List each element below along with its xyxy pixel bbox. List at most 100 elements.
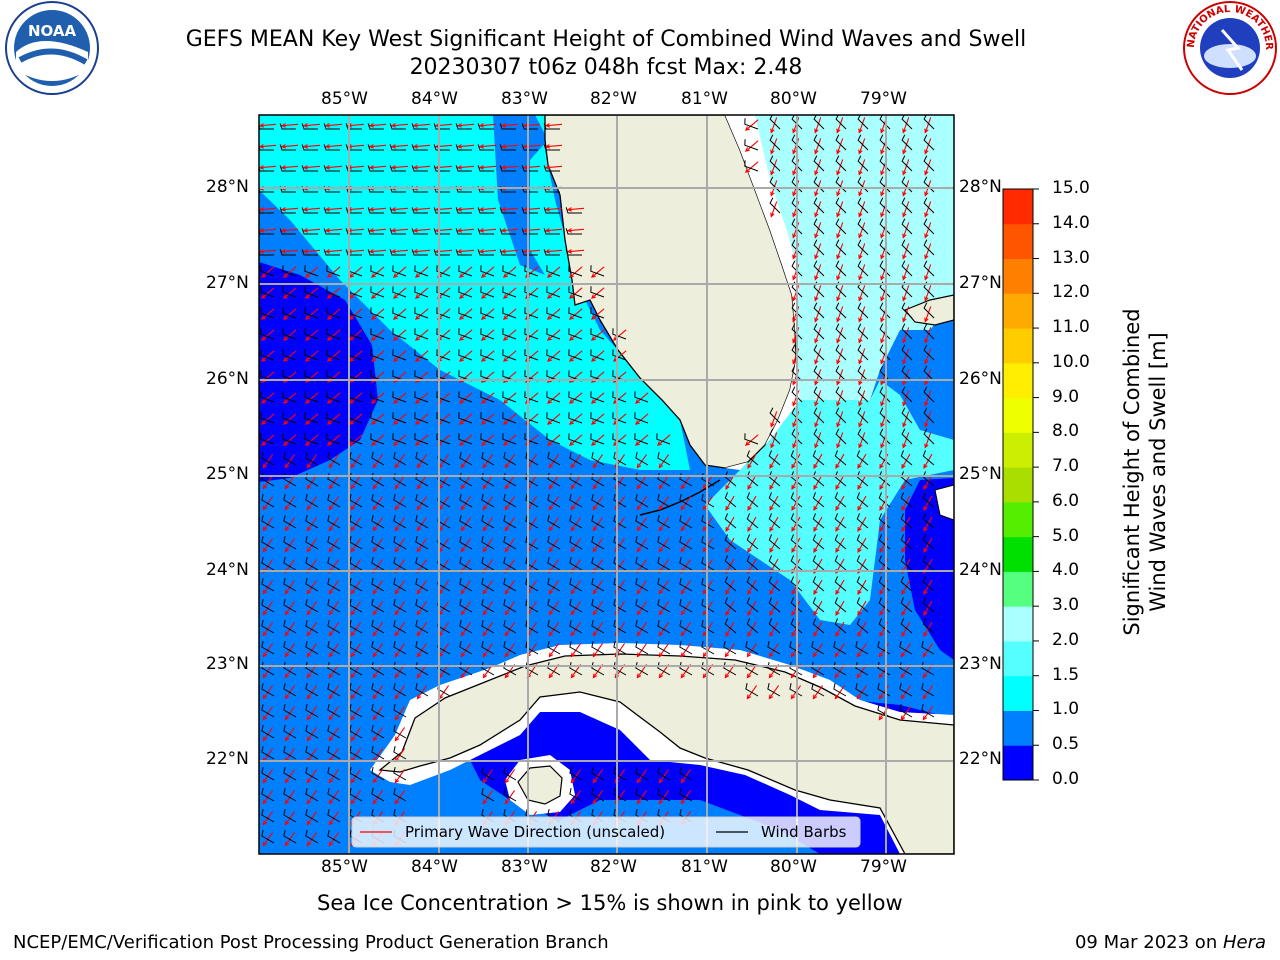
wave-direction-arrowhead xyxy=(836,401,841,407)
wave-direction-arrowhead xyxy=(902,149,907,155)
wind-barb xyxy=(304,412,319,424)
wave-direction-arrowhead xyxy=(590,273,596,278)
wind-barb xyxy=(323,207,340,214)
wave-direction-arrowhead xyxy=(568,315,574,320)
wave-direction-arrowhead xyxy=(922,673,928,679)
wave-direction-arrow xyxy=(613,434,627,446)
wave-direction-arrowhead xyxy=(901,505,906,511)
wind-barb xyxy=(261,830,275,844)
wind-barb xyxy=(679,515,693,529)
wave-direction-arrow xyxy=(747,495,757,511)
wave-direction-arrow xyxy=(349,287,363,299)
wind-barb xyxy=(458,286,473,298)
wave-direction-arrowhead xyxy=(370,399,376,404)
wave-direction-arrow xyxy=(305,350,319,362)
wind-barb xyxy=(326,307,341,319)
wind-barb xyxy=(657,557,671,571)
wave-direction-arrowhead xyxy=(394,652,400,658)
wind-barb xyxy=(392,391,407,403)
wave-direction-arrow xyxy=(902,348,910,364)
wind-barb xyxy=(524,265,539,277)
wave-direction-arrowhead xyxy=(370,357,376,362)
wave-direction-arrowhead xyxy=(302,228,308,233)
wave-direction-arrow xyxy=(569,350,583,362)
wind-barb xyxy=(746,492,759,508)
wave-direction-arrowhead xyxy=(328,610,334,616)
noaa-logo: NOAA xyxy=(5,1,99,95)
wave-direction-arrowhead xyxy=(502,336,508,341)
wave-direction-arrow xyxy=(347,123,365,127)
wind-barb xyxy=(327,620,341,634)
wave-direction-arrowhead xyxy=(770,191,775,197)
wave-direction-arrow xyxy=(347,249,365,253)
wind-barb xyxy=(458,349,473,361)
wind-barb xyxy=(327,767,341,781)
wave-direction-arrowhead xyxy=(262,715,268,721)
wind-barb xyxy=(370,391,385,403)
wave-direction-arrow xyxy=(923,600,933,616)
wave-direction-arrowhead xyxy=(636,463,642,469)
wave-band-0-0.5-east xyxy=(905,478,954,660)
wave-direction-arrow xyxy=(567,249,585,253)
wave-direction-arrow xyxy=(747,621,757,637)
wind-barb xyxy=(565,228,582,235)
wave-direction-arrow xyxy=(391,207,409,211)
wind-barb xyxy=(481,578,495,592)
wave-direction-arrowhead xyxy=(858,128,863,134)
lat-label-right-28n: 28°N xyxy=(959,177,1002,197)
colorbar-segment xyxy=(1003,606,1033,642)
wind-barb xyxy=(923,428,935,445)
wave-direction-arrow xyxy=(745,434,759,446)
wind-barb xyxy=(923,239,935,256)
wave-direction-arrowhead xyxy=(923,547,928,553)
wind-barb xyxy=(261,809,275,823)
wave-direction-arrowhead xyxy=(372,484,378,490)
wind-barb xyxy=(745,662,759,676)
wave-direction-arrow xyxy=(591,287,605,299)
wind-barb xyxy=(415,683,429,697)
wave-direction-arrowhead xyxy=(284,589,290,595)
wind-barb xyxy=(393,620,407,634)
wave-direction-arrowhead xyxy=(902,128,907,134)
wave-direction-arrow xyxy=(858,117,866,133)
wave-direction-arrow xyxy=(725,579,735,595)
lon-label-bottom-84w: 84°W xyxy=(411,857,458,877)
wave-direction-arrow xyxy=(503,329,517,341)
wind-barb xyxy=(922,450,935,466)
wind-barb xyxy=(261,557,275,571)
wave-direction-arrow xyxy=(924,327,932,343)
wind-barb xyxy=(367,123,384,130)
wind-barb xyxy=(261,767,275,781)
wave-direction-arrow xyxy=(413,228,431,232)
wind-barb xyxy=(591,557,605,571)
wave-direction-arrowhead xyxy=(394,547,400,553)
colorbar-tick-label: 2.0 xyxy=(1052,629,1080,650)
wind-barb xyxy=(480,286,495,298)
wind-barb xyxy=(546,286,561,298)
wind-barb xyxy=(923,365,935,382)
wave-direction-arrow xyxy=(369,249,387,253)
wave-direction-arrowhead xyxy=(568,441,574,446)
wind-barb xyxy=(455,144,472,151)
wave-direction-arrowhead xyxy=(482,526,488,532)
wave-direction-arrowhead xyxy=(304,294,310,299)
wind-barb xyxy=(481,599,495,613)
wave-direction-arrowhead xyxy=(813,589,818,595)
wave-direction-arrowhead xyxy=(878,673,884,679)
wind-barb xyxy=(834,618,847,634)
colorbar-tick-label: 8.0 xyxy=(1052,421,1080,442)
wave-direction-arrow xyxy=(349,308,363,320)
wind-barb xyxy=(724,471,737,487)
wind-barb xyxy=(701,536,715,550)
wind-barb xyxy=(393,578,407,592)
wind-barb xyxy=(301,249,318,256)
lat-label-left-24n: 24°N xyxy=(206,560,249,580)
wind-barb xyxy=(657,494,671,508)
wind-barb xyxy=(499,249,516,256)
wave-direction-arrow xyxy=(415,287,429,299)
wave-direction-arrowhead xyxy=(328,463,334,469)
wave-direction-arrowhead xyxy=(636,484,642,490)
wave-direction-arrowhead xyxy=(546,357,552,362)
wave-direction-arrowhead xyxy=(814,317,819,323)
wave-direction-arrowhead xyxy=(328,547,334,553)
